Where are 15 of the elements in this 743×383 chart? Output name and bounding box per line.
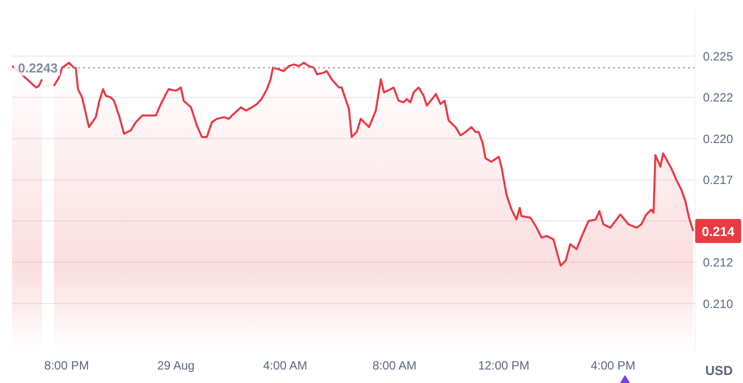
- y-tick-label: 0.225: [703, 49, 734, 64]
- x-tick-label: 4:00 AM: [263, 358, 308, 373]
- x-tick-label: 8:00 AM: [372, 358, 416, 373]
- y-tick-label: 0.222: [703, 90, 734, 105]
- x-tick-label: 8:00 PM: [44, 358, 89, 373]
- y-tick-label: 0.210: [703, 296, 734, 311]
- y-axis-title: USD: [705, 363, 733, 378]
- y-tick-label: 0.212: [703, 256, 734, 270]
- annotation: 0.214: [702, 224, 736, 239]
- x-tick-label: 12:00 PM: [478, 358, 530, 373]
- x-tick-label: 29 Aug: [157, 358, 195, 373]
- x-tick-label: 4:00 PM: [590, 358, 636, 373]
- ref-line-label: 0.2243: [18, 60, 58, 76]
- y-tick-label: 0.220: [703, 132, 734, 146]
- y-tick-label: 0.217: [703, 173, 734, 188]
